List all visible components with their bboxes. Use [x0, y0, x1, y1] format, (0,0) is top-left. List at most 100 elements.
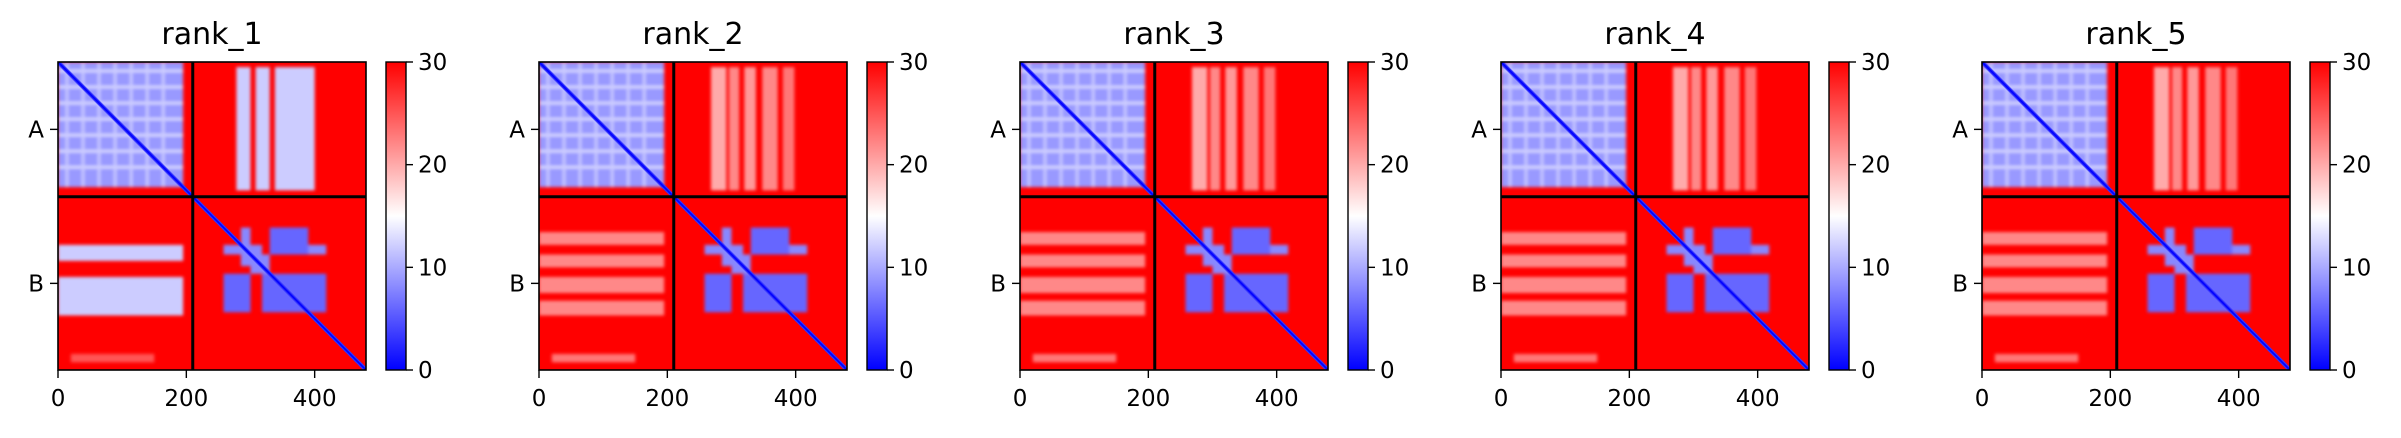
- chain-label-a: A: [28, 117, 44, 143]
- inter-chain-patch: [1032, 353, 1117, 363]
- intra-block-a-stripe: [1540, 62, 1544, 188]
- chain-b-domain: [1202, 227, 1213, 267]
- x-tick-label: 200: [164, 386, 208, 412]
- x-tick-label: 400: [774, 386, 818, 412]
- chain-b-domain: [1705, 273, 1770, 313]
- inter-chain-stripe-ab: [782, 67, 795, 191]
- chain-b-domain: [240, 227, 251, 267]
- intra-block-a-stripe: [65, 62, 69, 188]
- diagonal-core: [58, 62, 366, 370]
- chain-label-b: B: [509, 271, 525, 297]
- intra-block-a-band: [1020, 85, 1146, 89]
- intra-block-a-band: [1982, 165, 2108, 169]
- inter-chain-stripe-ab: [1706, 67, 1718, 191]
- x-tick-label: 200: [1126, 386, 1170, 412]
- chain-b-domain: [743, 273, 808, 313]
- intra-block-a-band: [58, 85, 184, 89]
- inter-chain-stripe-ab: [1243, 67, 1259, 191]
- heatmap: 0 200 400 A B: [990, 61, 1329, 412]
- x-tick-label: 400: [2217, 386, 2261, 412]
- intra-block-a-stripe: [1043, 62, 1047, 188]
- inter-chain-stripe-ab: [2205, 67, 2221, 191]
- intra-block-a-band: [539, 165, 665, 169]
- chain-b-domain: [2164, 227, 2175, 267]
- intra-block-a-stripe: [562, 62, 566, 188]
- inter-chain-stripe-ab: [1690, 67, 1702, 191]
- inter-chain-stripe-ab: [2153, 67, 2170, 191]
- intra-block-a-band: [1501, 85, 1627, 89]
- intra-block-a-stripe: [2085, 62, 2089, 188]
- colorbar-tick-label: 0: [1861, 358, 1876, 384]
- x-tick-label: 200: [1607, 386, 1651, 412]
- intra-block-a-stripe: [1572, 62, 1576, 188]
- intra-block-a-band: [1501, 101, 1627, 105]
- x-tick-label: 0: [1013, 386, 1028, 412]
- intra-block-a-band: [58, 149, 184, 153]
- inter-chain-band-ba: [1020, 254, 1146, 268]
- intra-block-a-band: [1020, 69, 1146, 73]
- chain-b-domain: [1185, 273, 1213, 313]
- inter-chain-band-ba: [1501, 300, 1627, 316]
- colorbar-gradient: [1347, 61, 1369, 371]
- intra-block-a-stripe: [594, 62, 598, 188]
- colorbar-tick-label: 0: [418, 358, 433, 384]
- intra-block-a-stripe: [81, 62, 85, 188]
- inter-chain-stripe-ab: [728, 67, 740, 191]
- diagonal-core: [1501, 62, 1809, 370]
- inter-chain-band-ba: [539, 276, 665, 293]
- x-tick-label: 0: [51, 386, 66, 412]
- intra-block-a-stripe: [2053, 62, 2057, 188]
- intra-block-a-stripe: [626, 62, 630, 188]
- intra-block-a-stripe: [1604, 62, 1608, 188]
- inter-chain-stripe-ab: [1724, 67, 1740, 191]
- diagonal-core: [539, 62, 847, 370]
- colorbar: 0 10 20 30: [1828, 50, 1890, 384]
- intra-block-a-stripe: [1508, 62, 1512, 188]
- colorbar: 0 10 20 30: [866, 50, 928, 384]
- inter-chain-band-ba: [1982, 300, 2108, 316]
- chain-label-a: A: [1952, 117, 1968, 143]
- intra-block-a-band: [1020, 149, 1146, 153]
- intra-block-a-band: [539, 101, 665, 105]
- colorbar-tick-label: 0: [2342, 358, 2357, 384]
- panel-title: rank_3: [1123, 17, 1224, 52]
- x-tick-label: 400: [293, 386, 337, 412]
- inter-chain-stripe-ab: [762, 67, 778, 191]
- panel-3: rank_3 0 200 400 A B 0 10 20 30: [990, 17, 1409, 412]
- x-tick-label: 200: [2088, 386, 2132, 412]
- intra-block-a-stripe: [2021, 62, 2025, 188]
- intra-block-a-band: [1501, 133, 1627, 137]
- heatmap: 0 200 400 A B: [1952, 61, 2291, 412]
- intra-block-a-stripe: [2005, 62, 2009, 188]
- intra-block-a-stripe: [161, 62, 165, 188]
- chain-b-domain: [721, 227, 732, 267]
- colorbar: 0 10 20 30: [1347, 50, 1409, 384]
- chain-b-domain: [1712, 227, 1752, 255]
- inter-chain-band-ba: [1501, 276, 1627, 293]
- chain-b-domain: [262, 273, 327, 313]
- intra-block-a-band: [1982, 117, 2108, 121]
- axes-frame: [57, 61, 367, 371]
- intra-block-a-band: [1982, 133, 2108, 137]
- intra-block-a-band: [1020, 133, 1146, 137]
- panel-title: rank_5: [2085, 17, 2186, 52]
- panel-2: rank_2 0 200 400 A B 0 10 20 30: [509, 17, 928, 412]
- inter-chain-band-ba: [1982, 254, 2108, 268]
- intra-block-a-band: [58, 101, 184, 105]
- inter-chain-stripe-ab: [236, 67, 251, 191]
- heatmap-cells: [1020, 62, 1328, 370]
- intra-block-a-stripe: [1123, 62, 1127, 188]
- intra-block-a-band: [539, 149, 665, 153]
- intra-block-a-stripe: [1524, 62, 1528, 188]
- heatmap-cells: [1982, 62, 2290, 370]
- panel-4: rank_4 0 200 400 A B 0 10 20 30: [1471, 17, 1890, 412]
- inter-chain-stripe-ab: [1263, 67, 1276, 191]
- inter-chain-patch: [70, 353, 155, 363]
- inter-chain-band-ba: [1501, 232, 1627, 245]
- colorbar-gradient: [1828, 61, 1850, 371]
- chain-b-domain: [2186, 273, 2251, 313]
- colorbar-tick-label: 10: [418, 255, 447, 281]
- inter-chain-stripe-ab: [1191, 67, 1208, 191]
